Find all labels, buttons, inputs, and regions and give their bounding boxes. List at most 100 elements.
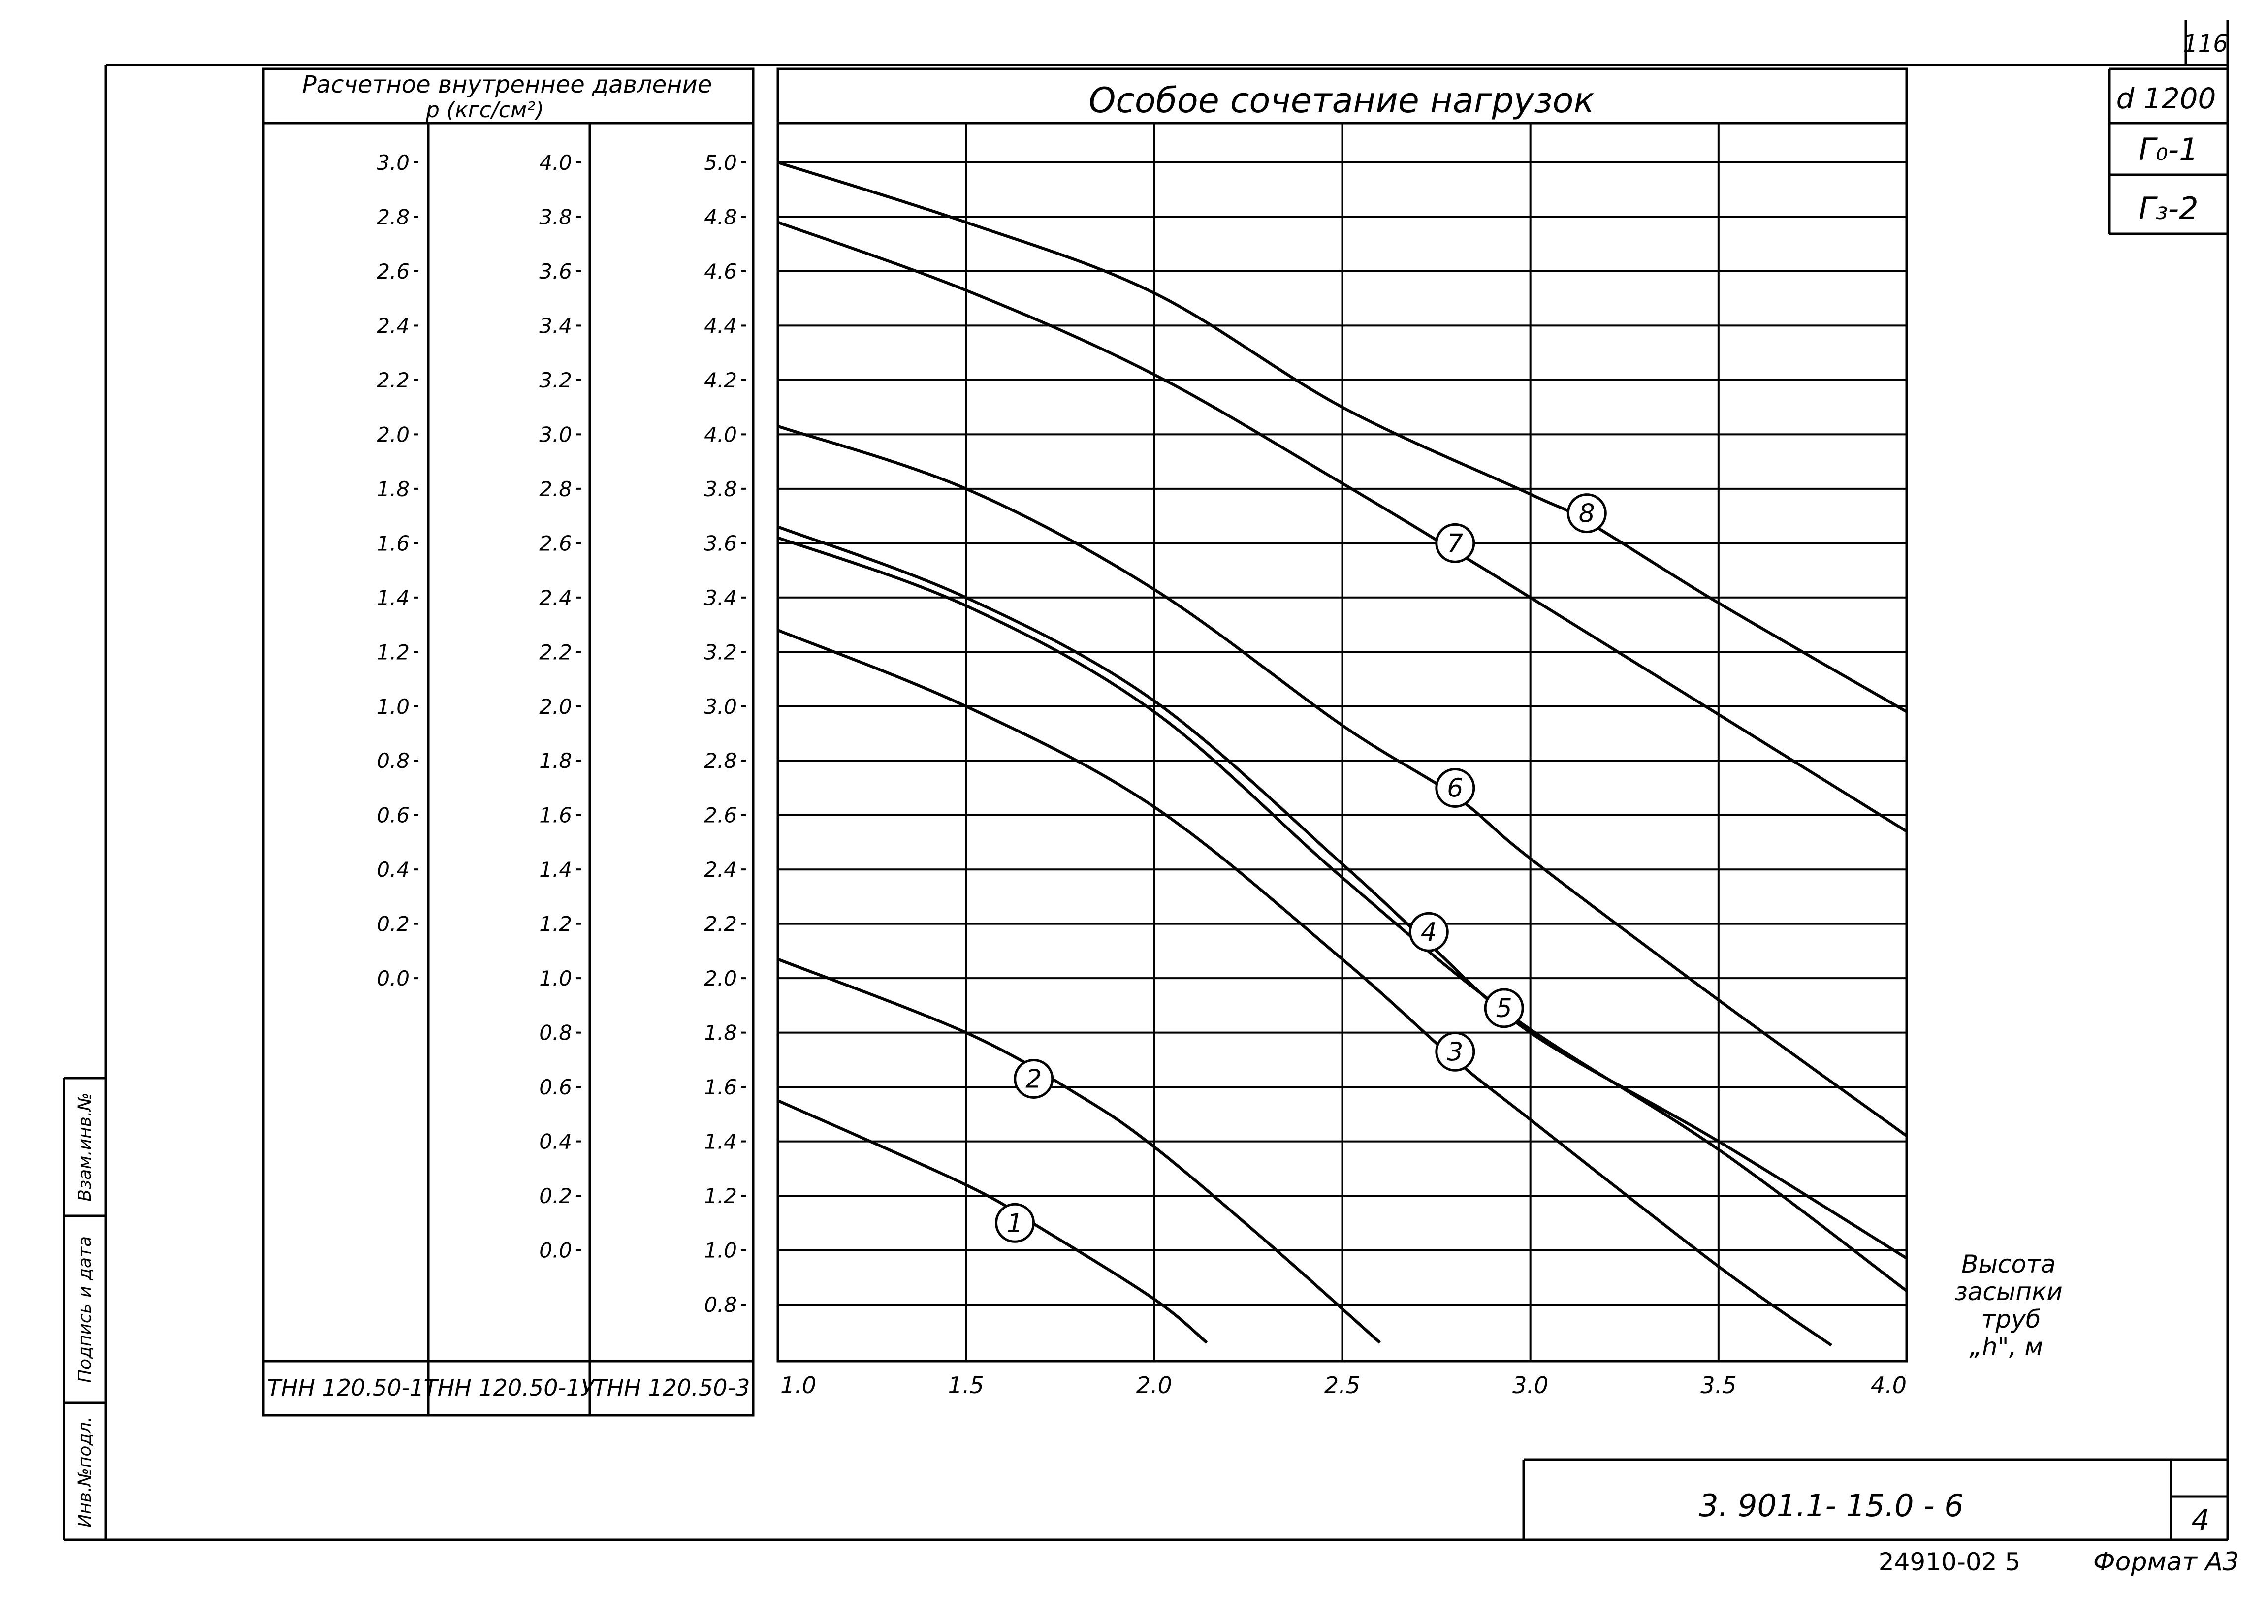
chart-x-ticks: 1.0 1.5 2.0 2.5 3.0 3.5 4.0 <box>780 1372 1907 1399</box>
bottom-code: 24910-02 5 <box>1879 1548 2020 1576</box>
scale-tick-label: 3.8 <box>704 477 737 501</box>
scale-tick-label: 1.2 <box>377 640 410 664</box>
scale-tick-label: 1.0 <box>704 1239 737 1263</box>
scale-tick-label: 3.4 <box>539 314 572 338</box>
curve-marker-7 <box>1435 523 1475 563</box>
column-name-1: ТНН 120.50-1 <box>267 1374 424 1401</box>
column-name-3: ТНН 120.50-3 <box>593 1374 750 1401</box>
scale-tick-label: 4.0 <box>539 151 572 175</box>
curve-marker-2 <box>1014 1059 1054 1099</box>
x-tick-label: 2.0 <box>1136 1372 1172 1399</box>
curve-marker-label: 2 <box>1025 1065 1042 1094</box>
scale-tick-label: 2.2 <box>377 368 410 392</box>
scale-tick-label: 2.0 <box>704 966 737 990</box>
x-tick-label: 1.5 <box>948 1372 984 1399</box>
chart-grid <box>778 123 1907 1361</box>
x-axis-label-line: засыпки <box>1954 1277 2063 1306</box>
curve-marker-5 <box>1484 988 1524 1028</box>
x-tick-label: 3.0 <box>1512 1372 1548 1399</box>
series-line-8 <box>778 161 1907 713</box>
x-tick-label: 2.5 <box>1324 1372 1360 1399</box>
scale-tick-label: 3.0 <box>377 151 410 175</box>
scale-tick-label: 3.2 <box>704 640 737 664</box>
curve-marker-label: 7 <box>1447 529 1463 558</box>
scale-tick-label: 4.4 <box>704 314 737 338</box>
side-label-signature: Подпись и дата <box>75 1236 95 1383</box>
format-label: Формат А3 <box>2093 1547 2239 1577</box>
scale-tick-label: 1.6 <box>377 531 410 555</box>
page-number: 116 <box>2183 30 2228 58</box>
sheet-frame <box>63 20 2229 1541</box>
scale-tick-label: 0.8 <box>704 1293 737 1317</box>
scale-tick-label: 2.6 <box>539 531 572 555</box>
scale-tick-label: 1.4 <box>539 858 572 882</box>
scale-tick-label: 0.6 <box>377 803 410 828</box>
doc-code: 3. 901.1- 15.0 - 6 <box>1699 1488 1964 1524</box>
chart-curve-markers: 1 2 3 4 5 6 7 8 <box>995 493 1607 1243</box>
scale-tick-label: 3.4 <box>704 586 737 610</box>
scale-tick-label: 1.0 <box>377 695 410 719</box>
scale-tick-label: 0.6 <box>539 1075 572 1099</box>
curve-marker-8 <box>1566 493 1607 534</box>
scale-tick-label: 4.8 <box>704 205 737 229</box>
scale-tick-label: 3.2 <box>539 368 572 392</box>
scale-tick-label: 3.0 <box>704 695 737 719</box>
series-line-4 <box>778 525 1907 1260</box>
curve-marker-1 <box>995 1203 1035 1243</box>
scale-tick-label: 0.2 <box>539 1184 572 1208</box>
scale-tick-label: 1.8 <box>377 477 410 501</box>
curve-marker-4 <box>1408 912 1449 952</box>
curve-marker-label: 6 <box>1447 773 1463 803</box>
scale-tick-label: 1.6 <box>539 803 572 828</box>
scale-tick-label: 0.4 <box>377 858 410 882</box>
side-label-inv: Инв.№подл. <box>75 1416 95 1527</box>
scale-tick-label: 1.8 <box>539 749 572 773</box>
scale-tick-label: 2.4 <box>704 858 737 882</box>
x-axis-label-line: труб <box>1981 1305 2041 1334</box>
scale-tick-label: 0.2 <box>377 912 410 936</box>
series-line-3 <box>778 629 1832 1347</box>
scale-tick-label: 0.0 <box>377 966 410 990</box>
scale-tick-label: 2.8 <box>377 205 410 229</box>
scale-tick-label: 3.6 <box>539 259 572 284</box>
scale-tick-label: 2.0 <box>539 695 572 719</box>
scale-tick-label: 1.6 <box>704 1075 737 1099</box>
scale-tick-label: 1.2 <box>704 1184 737 1208</box>
stamp-g0: Г₀-1 <box>2139 131 2198 167</box>
scale-tick-label: 0.0 <box>539 1239 572 1263</box>
x-tick-label: 3.5 <box>1700 1372 1736 1399</box>
curve-marker-label: 3 <box>1447 1037 1463 1067</box>
column-name-2: ТНН 120.50-1У <box>424 1374 596 1401</box>
scale-tick-label: 2.8 <box>539 477 572 501</box>
scale-tick-label: 1.0 <box>539 966 572 990</box>
curve-marker-label: 4 <box>1421 918 1437 947</box>
scale-tick-label: 2.2 <box>539 640 572 664</box>
scale-tick-label: 0.4 <box>539 1130 572 1154</box>
series-line-6 <box>778 424 1907 1137</box>
curve-marker-3 <box>1435 1031 1475 1072</box>
scale-tick-label: 0.8 <box>539 1021 572 1045</box>
pressure-table <box>262 67 755 1417</box>
scale-tick-label: 1.4 <box>704 1130 737 1154</box>
scale-tick-label: 3.0 <box>539 422 572 446</box>
scale-tick-label: 4.0 <box>704 422 737 446</box>
curve-marker-label: 8 <box>1579 499 1595 529</box>
series-line-2 <box>778 957 1381 1344</box>
curve-marker-6 <box>1435 767 1475 808</box>
chart-title: Особое сочетание нагрузок <box>1088 80 1594 121</box>
scale-tick-label: 2.8 <box>704 749 737 773</box>
series-line-5 <box>778 536 1907 1292</box>
scale-tick-label: 2.4 <box>539 586 572 610</box>
scale-tick-label: 4.2 <box>704 368 737 392</box>
scale-tick-label: 2.0 <box>377 422 410 446</box>
scale-tick-label: 4.6 <box>704 259 737 284</box>
scale-tick-label: 1.2 <box>539 912 572 936</box>
x-axis-label-line: „h", м <box>1969 1333 2043 1361</box>
scale-tick-label: 5.0 <box>704 151 737 175</box>
sheet-number: 4 <box>2192 1503 2210 1537</box>
curve-marker-label: 5 <box>1496 994 1512 1023</box>
scale-tick-label: 2.6 <box>704 803 737 828</box>
